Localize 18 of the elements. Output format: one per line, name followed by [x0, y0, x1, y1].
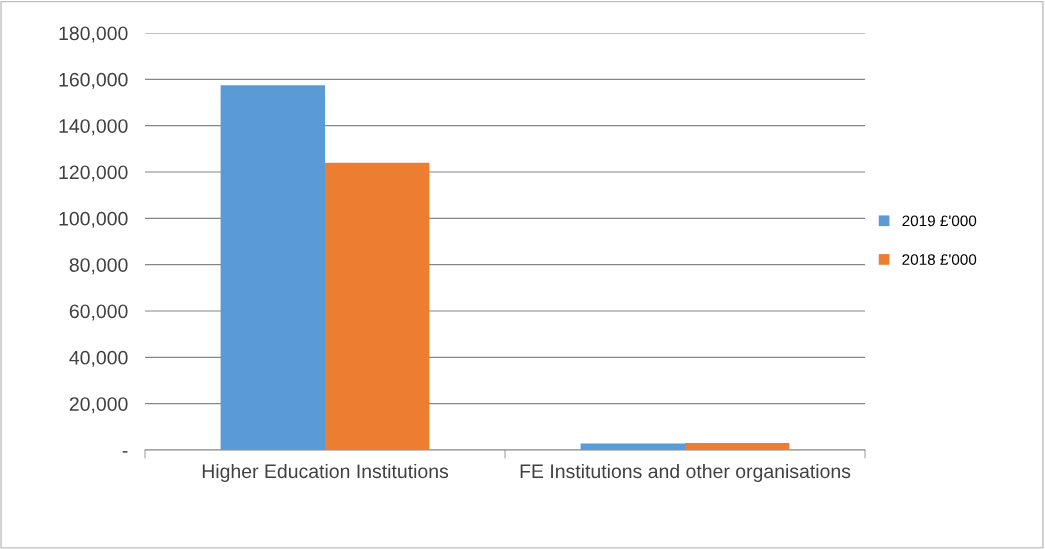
y-tick-label: 140,000	[59, 119, 128, 136]
x-tick-label: FE Institutions and other organisations	[520, 463, 851, 483]
y-tick-label: 120,000	[59, 165, 128, 182]
x-tick-label: Higher Education Institutions	[202, 463, 449, 483]
bar	[580, 443, 685, 450]
y-tick-label: -	[122, 451, 128, 453]
y-tick-label: 20,000	[69, 397, 128, 414]
bar	[325, 162, 430, 450]
bar	[220, 85, 325, 450]
y-tick-label: 80,000	[69, 258, 128, 275]
bar	[685, 443, 790, 450]
y-tick-label: 60,000	[69, 304, 128, 321]
legend-label: 2019 £'000	[902, 215, 977, 227]
y-tick-label: 180,000	[59, 26, 128, 43]
y-tick-label: 100,000	[59, 211, 128, 228]
y-tick-label: 160,000	[59, 72, 128, 89]
y-tick-label: 40,000	[69, 350, 128, 367]
legend-label: 2018 £'000	[902, 254, 977, 265]
